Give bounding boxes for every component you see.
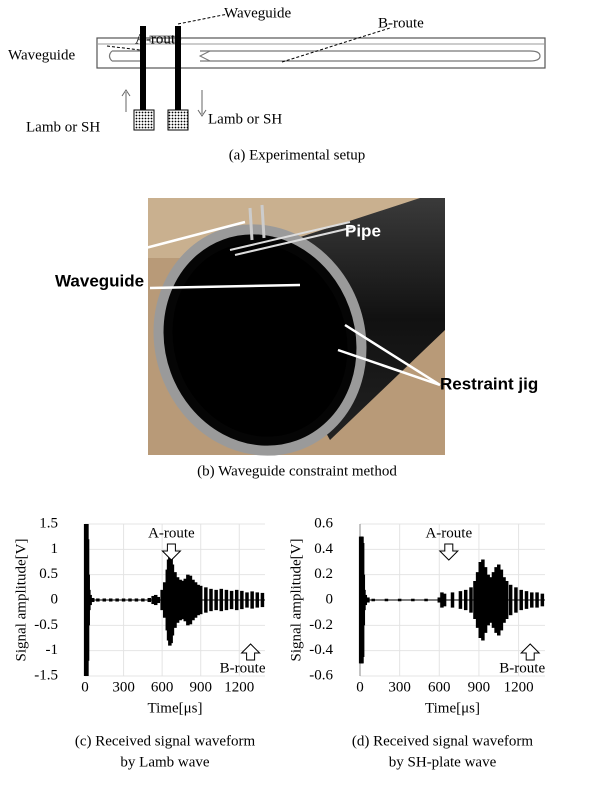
y-tick-label: 0.2: [314, 566, 333, 582]
caption: by Lamb wave: [120, 754, 209, 770]
x-axis-label: Time[μs]: [425, 700, 480, 716]
caption: by SH-plate wave: [389, 754, 497, 770]
y-tick-label: 0: [51, 591, 59, 607]
y-tick-label: 0.6: [314, 515, 333, 531]
x-tick-label: 600: [151, 679, 174, 695]
x-tick-label: 900: [189, 679, 212, 695]
x-tick-label: 600: [428, 679, 451, 695]
y-axis-label: Signal amplitude[V]: [13, 539, 29, 662]
y-tick-label: -0.4: [309, 642, 333, 658]
y-axis-label: Signal amplitude[V]: [288, 539, 304, 662]
caption: (c) Received signal waveform: [75, 733, 256, 749]
y-tick-label: -0.5: [34, 617, 58, 633]
x-tick-label: 0: [356, 679, 364, 695]
x-tick-label: 300: [112, 679, 135, 695]
arrow: [161, 543, 182, 561]
label: Waveguide: [8, 47, 75, 63]
x-tick-label: 0: [81, 679, 89, 695]
caption: (a) Experimental setup: [229, 147, 366, 163]
label: B-route: [378, 15, 424, 31]
label: Pipe: [345, 221, 381, 240]
arrow: [519, 643, 541, 661]
annotation: A-route: [425, 525, 472, 541]
arrow: [438, 543, 460, 561]
label: Waveguide: [224, 5, 291, 21]
annotation: B-route: [220, 660, 266, 676]
annotation: B-route: [499, 660, 545, 676]
chart: -0.6 -0.4 -0.2 0 0.2 0.4 0.6 0 300 600 900 1200 Sign…: [288, 515, 545, 770]
arrow: [240, 643, 261, 661]
y-tick-label: 0: [326, 591, 334, 607]
caption: (d) Received signal waveform: [352, 733, 534, 749]
setup-diagram: Waveguide Waveguide A-route B-route Lamb…: [8, 5, 546, 163]
caption: (b) Waveguide constraint method: [197, 463, 397, 479]
x-tick-label: 900: [468, 679, 491, 695]
y-tick-label: -0.2: [309, 617, 333, 633]
label: A-route: [135, 31, 182, 47]
y-tick-label: 0.5: [39, 566, 58, 582]
y-tick-label: -0.6: [309, 667, 333, 683]
label: Waveguide: [55, 271, 144, 290]
y-tick-label: 1: [51, 541, 59, 557]
label: Lamb or SH: [26, 119, 100, 135]
photo: Pipe Waveguide Restraint jig (b) Wavegui…: [55, 198, 538, 479]
label: Restraint jig: [440, 374, 538, 393]
y-tick-label: 0.4: [314, 541, 333, 557]
y-tick-label: -1: [46, 642, 59, 658]
x-tick-label: 300: [388, 679, 411, 695]
x-tick-label: 1200: [224, 679, 254, 695]
y-tick-label: 1.5: [39, 515, 58, 531]
x-axis-label: Time[μs]: [148, 700, 203, 716]
x-tick-label: 1200: [504, 679, 534, 695]
label: Lamb or SH: [208, 111, 282, 127]
annotation: A-route: [148, 525, 195, 541]
y-tick-label: -1.5: [34, 667, 58, 683]
chart: -1.5 -1 -0.5 0 0.5 1 1.5 0 300 600 900 1200 Signal a…: [13, 515, 265, 770]
